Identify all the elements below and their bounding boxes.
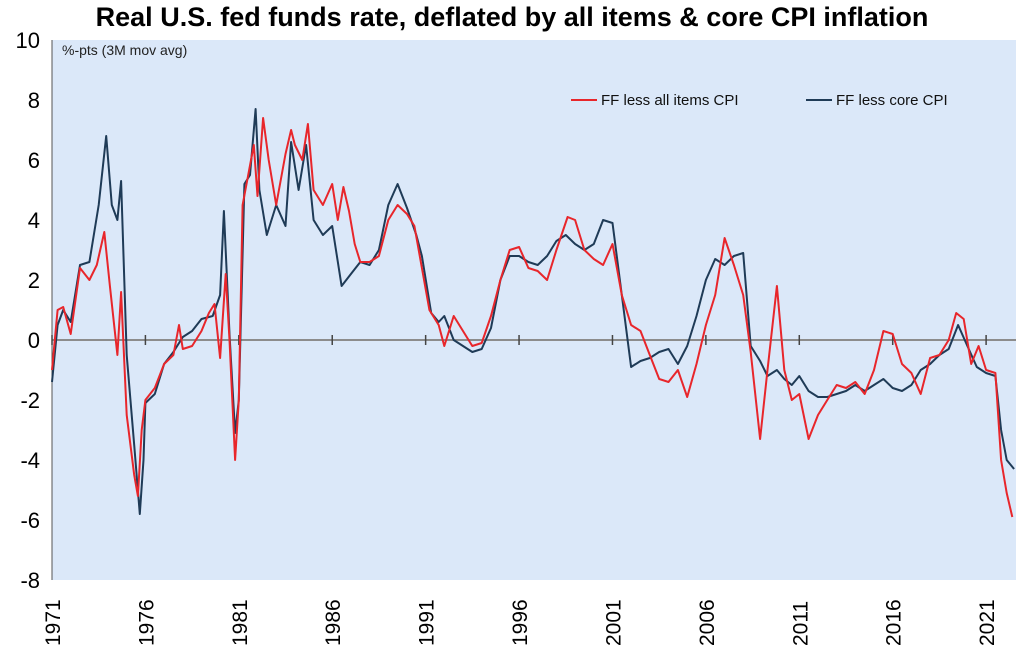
series-line [51, 117, 1014, 518]
x-tick-label: 2001 [602, 599, 625, 646]
x-tick-label: 2011 [789, 601, 812, 646]
y-tick-label: 10 [16, 28, 40, 53]
legend: FF less all items CPI FF less core CPI [571, 92, 948, 109]
x-tick-label: 1976 [135, 599, 158, 646]
y-tick-label: 6 [28, 148, 40, 173]
y-tick-label: -8 [20, 568, 40, 593]
y-tick-label: -6 [20, 508, 40, 533]
y-tick-label: 0 [28, 328, 40, 353]
series-line [51, 108, 1015, 515]
x-tick-label: 1971 [42, 599, 65, 646]
x-tick-label: 2006 [696, 599, 719, 646]
legend-label: FF less core CPI [836, 92, 948, 109]
x-tick-label: 2016 [883, 599, 906, 646]
x-axis-ticks: 1971 1976 1981 1986 1991 1996 2001 2006 2011 2016… [42, 335, 999, 646]
x-tick-label: 1996 [509, 599, 532, 646]
x-tick-label: 1986 [322, 599, 345, 646]
chart-title: Real U.S. fed funds rate, deflated by al… [95, 2, 929, 32]
unit-label: %-pts (3M mov avg) [62, 42, 187, 58]
y-tick-label: 8 [28, 88, 40, 113]
y-tick-label: 2 [28, 268, 40, 293]
y-axis-ticks: 10 8 6 4 2 0 -2 -4 -6 -8 [16, 28, 40, 593]
x-tick-label: 1981 [229, 599, 252, 646]
x-tick-label: 2021 [976, 599, 999, 646]
y-tick-label: -2 [20, 388, 40, 413]
x-tick-label: 1991 [416, 599, 439, 646]
series-layer [51, 108, 1015, 518]
plot-area [52, 40, 1016, 580]
legend-label: FF less all items CPI [601, 92, 739, 109]
y-tick-label: 4 [28, 208, 40, 233]
y-tick-label: -4 [20, 448, 40, 473]
